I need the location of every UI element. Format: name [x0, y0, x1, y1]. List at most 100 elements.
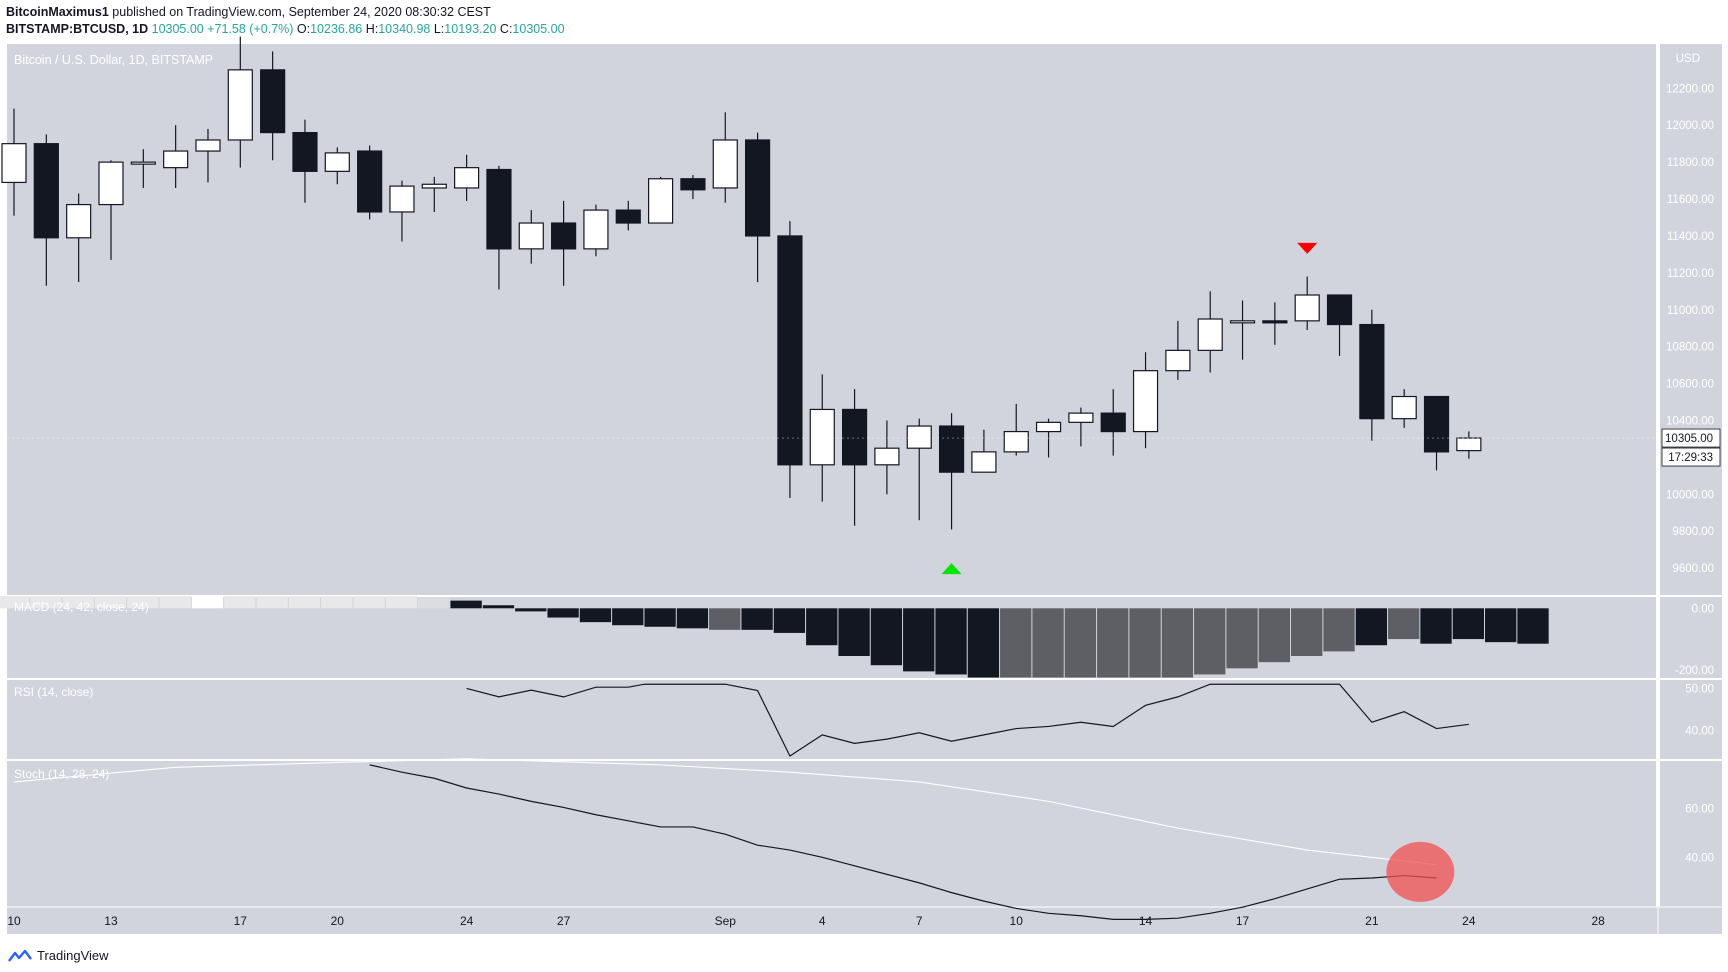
chart-background — [7, 44, 1656, 906]
macd-histogram-bar — [1129, 608, 1161, 678]
low-label: L: — [433, 22, 445, 36]
candle — [163, 125, 189, 188]
author-name[interactable]: BitcoinMaximus1 — [6, 5, 109, 19]
candle-body — [1, 143, 27, 184]
macd-label: MACD (24, 42, close, 24) — [14, 600, 149, 614]
rsi-line — [466, 683, 1469, 757]
macd-histogram-bar — [1097, 608, 1129, 678]
macd-histogram-bar — [385, 596, 418, 609]
currency-label: USD — [1676, 53, 1700, 65]
chart-title: Bitcoin / U.S. Dollar, 1D, BITSTAMP — [14, 53, 213, 67]
macd-histogram-bar — [515, 608, 547, 612]
candle — [1294, 276, 1320, 331]
time-axis-label: 24 — [460, 914, 474, 928]
axis-background — [1660, 44, 1722, 906]
macd-histogram-bar — [644, 608, 676, 627]
candle-body — [1035, 421, 1062, 433]
candle-body — [744, 139, 771, 237]
macd-histogram-bar — [224, 596, 256, 609]
candle-body — [1197, 318, 1223, 351]
price-tick-label: 11200.00 — [1667, 268, 1714, 280]
macd-histogram-bar — [127, 596, 159, 609]
candle-body — [98, 161, 124, 206]
last-price: 10305.00 — [151, 22, 204, 36]
time-axis-label: 24 — [1462, 914, 1476, 928]
price-tick-label: 12000.00 — [1666, 120, 1714, 132]
candle-body — [971, 451, 997, 473]
candle-body — [1359, 323, 1385, 420]
macd-histogram-bar — [870, 608, 903, 666]
price-tick-label: 10600.00 — [1666, 379, 1714, 391]
footer-brand[interactable]: TradingView — [8, 948, 109, 963]
macd-histogram-bar — [482, 605, 515, 609]
macd-histogram-bar — [256, 596, 288, 609]
candle-body — [421, 183, 447, 189]
candle — [1262, 302, 1288, 345]
open-value: 10236.86 — [310, 22, 363, 36]
candle — [615, 200, 641, 231]
last-price-tag-label: 10305.00 — [1665, 433, 1713, 445]
candle — [809, 374, 835, 502]
countdown-tag — [1661, 447, 1721, 467]
macd-histogram-bar — [191, 596, 224, 609]
time-axis-label: 13 — [104, 914, 118, 928]
candle-body — [1132, 370, 1159, 433]
publish-info: BitcoinMaximus1 published on TradingView… — [6, 5, 491, 19]
red-down-arrow-marker — [1297, 242, 1318, 254]
candle — [486, 165, 512, 290]
candle — [874, 420, 900, 495]
candle — [33, 134, 59, 286]
tradingview-logo-icon — [8, 949, 32, 962]
candle — [938, 413, 965, 530]
macd-histogram-bar — [741, 608, 773, 630]
time-axis-label: 10 — [7, 914, 21, 928]
macd-histogram-bar — [612, 608, 644, 626]
macd-histogram-bar — [418, 597, 450, 609]
macd-histogram-bar — [1226, 608, 1258, 669]
price-change: +71.58 (+0.7%) — [207, 22, 294, 36]
macd-histogram-bar — [62, 596, 94, 609]
price-tick-label: 10400.00 — [1666, 416, 1714, 428]
rsi-tick-label: 40.00 — [1685, 726, 1714, 738]
candle-body — [1262, 320, 1288, 324]
candle — [1197, 291, 1223, 373]
time-axis-label: Sep — [715, 914, 737, 928]
candle — [1100, 389, 1126, 456]
time-axis-background — [7, 906, 1722, 934]
candle-body — [938, 425, 965, 473]
candle — [1, 108, 27, 216]
candle-body — [647, 178, 674, 224]
time-axis-label: 28 — [1591, 914, 1605, 928]
high-value: 10340.98 — [378, 22, 431, 36]
macd-histogram-bar — [1000, 608, 1032, 678]
candle-body — [33, 143, 59, 239]
candle — [1229, 300, 1256, 360]
time-axis-label: 7 — [916, 914, 923, 928]
close-label: C: — [499, 22, 513, 36]
candle-body — [1165, 349, 1191, 372]
candle-body — [1229, 320, 1256, 324]
candle-body — [324, 152, 350, 172]
price-tick-label: 10800.00 — [1666, 342, 1714, 354]
candle — [98, 160, 124, 260]
candle-body — [712, 139, 738, 189]
macd-histogram-bar — [353, 596, 385, 609]
macd-histogram-bar — [579, 608, 612, 623]
candle — [1003, 403, 1029, 456]
candle — [971, 429, 997, 473]
macd-histogram-bar — [1485, 608, 1517, 643]
price-tick-label: 12200.00 — [1666, 83, 1714, 95]
candle-body — [518, 222, 544, 250]
highlight-ellipse — [1386, 841, 1455, 902]
candle — [66, 193, 92, 283]
macd-histogram-bar — [1355, 608, 1388, 646]
candle — [130, 149, 156, 188]
candle — [389, 180, 415, 242]
candle-body — [1294, 294, 1320, 322]
candle-body — [1326, 294, 1353, 326]
macd-histogram-bar — [547, 608, 579, 618]
high-label: H: — [365, 22, 379, 36]
pane-separator — [7, 678, 1722, 680]
macd-histogram-bar — [676, 608, 709, 629]
